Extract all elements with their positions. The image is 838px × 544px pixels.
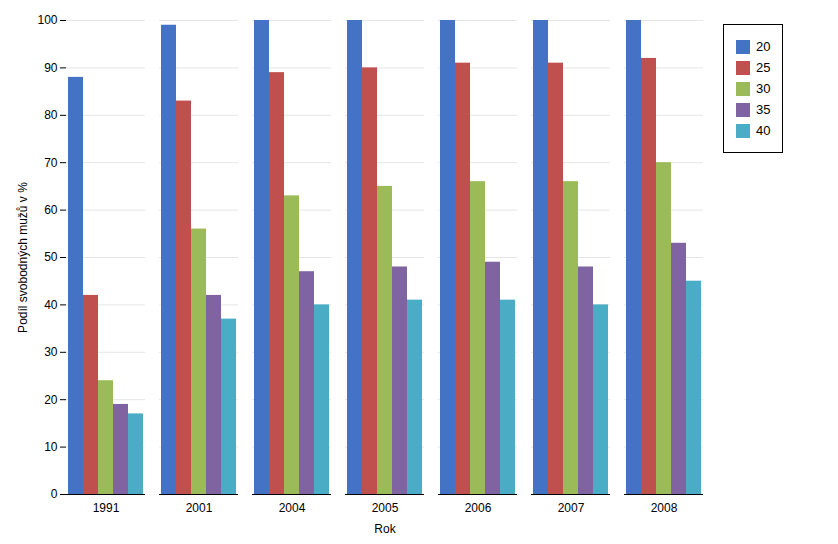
svg-text:20: 20	[44, 393, 58, 407]
html-text:40: 40	[756, 123, 771, 138]
svg-text:10: 10	[44, 440, 58, 454]
html-text:35: 35	[756, 102, 771, 117]
html-text:30: 30	[756, 81, 771, 96]
svg-text:Podíl svobodných mužů v %: Podíl svobodných mužů v %	[16, 182, 30, 333]
svg-text:50: 50	[44, 250, 58, 264]
svg-text:2004: 2004	[279, 501, 306, 515]
svg-text:2005: 2005	[372, 501, 399, 515]
svg-text:30: 30	[44, 345, 58, 359]
svg-text:90: 90	[44, 61, 58, 75]
svg-text:2007: 2007	[558, 501, 585, 515]
svg-text:60: 60	[44, 203, 58, 217]
svg-text:0: 0	[51, 487, 58, 501]
svg-text:70: 70	[44, 156, 58, 170]
svg-text:1991: 1991	[93, 501, 120, 515]
svg-text:Rok: Rok	[374, 522, 396, 536]
svg-text:2006: 2006	[465, 501, 492, 515]
html-text:20: 20	[756, 39, 771, 54]
svg-text:80: 80	[44, 108, 58, 122]
svg-text:2008: 2008	[651, 501, 678, 515]
svg-text:100: 100	[37, 13, 57, 27]
svg-text:40: 40	[44, 298, 58, 312]
svg-text:2001: 2001	[186, 501, 213, 515]
html-text:25: 25	[756, 60, 771, 75]
